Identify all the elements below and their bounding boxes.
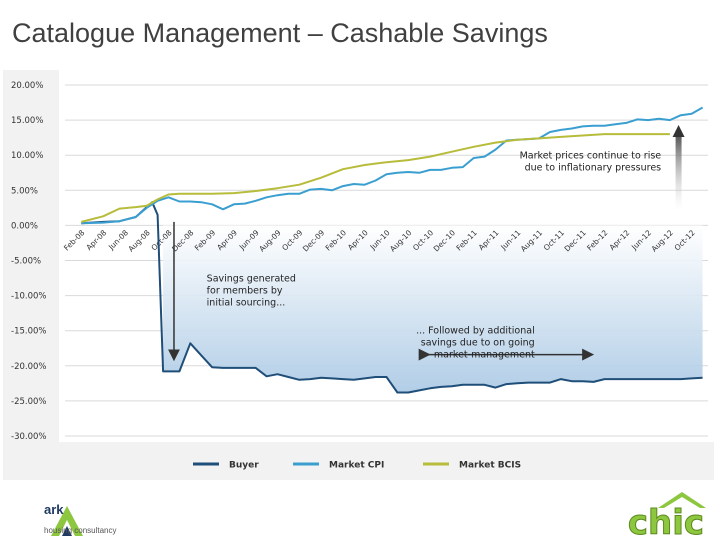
slide-title: Catalogue Management – Cashable Savings — [12, 18, 548, 48]
y-tick-label: -10.00% — [11, 292, 46, 302]
chart-area: 20.00% 15.00% 10.00% 5.00% 0.00% -5.00% -10.00… — [3, 70, 714, 480]
annotation-market-line: due to inflationary pressures — [525, 163, 662, 174]
y-tick-label: -30.00% — [11, 432, 46, 442]
legend-label: Buyer — [229, 461, 259, 471]
chic-logo-icon: chic — [627, 492, 706, 538]
legend-label: Market BCIS — [459, 461, 521, 471]
annotation-arrows — [167, 125, 685, 362]
series-lines — [81, 106, 704, 394]
annotation-initial-line: for members by — [207, 286, 283, 297]
series-line-buyer — [81, 201, 703, 394]
y-tick-label: -15.00% — [11, 327, 46, 337]
market-arrow-head — [672, 125, 685, 137]
ark-logo-name: ark — [44, 502, 64, 517]
y-tick-label: 5.00% — [11, 186, 38, 196]
annotation-ongoing-line: savings due to on going — [421, 338, 535, 349]
ark-logo-icon — [51, 506, 83, 536]
y-axis-ticks: 20.00% 15.00% 10.00% 5.00% 0.00% -5.00% -10.00… — [11, 81, 46, 442]
chic-logo-text: chic — [628, 503, 704, 538]
series-line-market-cpi — [81, 106, 704, 225]
annotation-initial-line: initial sourcing... — [207, 298, 286, 309]
y-tick-label: 15.00% — [11, 116, 43, 126]
y-tick-label: -20.00% — [11, 362, 46, 372]
ark-logo-subtitle: housing consultancy — [44, 526, 117, 535]
annotation-market-line: Market prices continue to rise — [520, 151, 662, 162]
series-line-market-bcis — [81, 133, 670, 223]
y-tick-label: 10.00% — [11, 151, 43, 161]
y-tick-label: -25.00% — [11, 397, 46, 407]
annotation-ongoing-line: ... Followed by additional — [416, 326, 535, 337]
annotation-ongoing-line: market-management — [434, 350, 535, 361]
y-tick-label: -5.00% — [11, 257, 41, 267]
y-tick-label: 0.00% — [11, 221, 38, 231]
market-arrow-shaft — [675, 130, 682, 212]
y-tick-label: 20.00% — [11, 81, 43, 91]
savings-line-chart: 20.00% 15.00% 10.00% 5.00% 0.00% -5.00% -10.00… — [3, 70, 714, 480]
annotation-initial-line: Savings generated — [207, 274, 296, 285]
legend-label: Market CPI — [329, 461, 384, 471]
legend: Buyer Market CPI Market BCIS — [193, 461, 521, 471]
